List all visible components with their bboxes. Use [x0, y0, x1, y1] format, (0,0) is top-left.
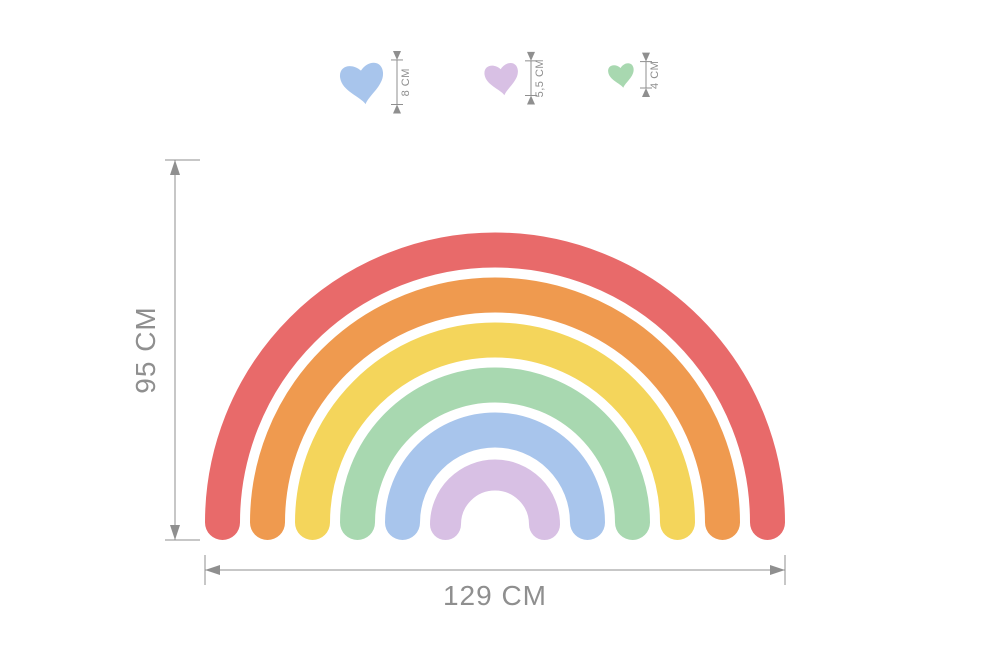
heart-lilac: 5,5 CM [483, 52, 546, 105]
width-label: 129 CM [443, 580, 547, 611]
dimension-width: 129 CM [205, 555, 785, 611]
hearts-row: 8 CM 5,5 CM 4 CM [339, 51, 661, 114]
heart-size-label: 5,5 CM [534, 59, 546, 97]
heart-size-label: 4 CM [649, 61, 661, 89]
heart-icon [607, 63, 636, 90]
heart-green: 4 CM [607, 53, 661, 97]
dimension-height: 95 CM [130, 160, 200, 540]
heart-icon [339, 62, 387, 108]
height-label: 95 CM [130, 306, 161, 393]
dimension-figure: 8 CM 5,5 CM 4 CM 95 CM 129 CM [0, 0, 990, 660]
heart-size-label: 8 CM [400, 68, 412, 96]
rainbow [223, 250, 768, 525]
figure-stage: 8 CM 5,5 CM 4 CM 95 CM 129 CM [0, 0, 990, 660]
band-lilac [446, 475, 545, 525]
heart-icon [483, 62, 521, 97]
heart-blue: 8 CM [339, 51, 412, 114]
